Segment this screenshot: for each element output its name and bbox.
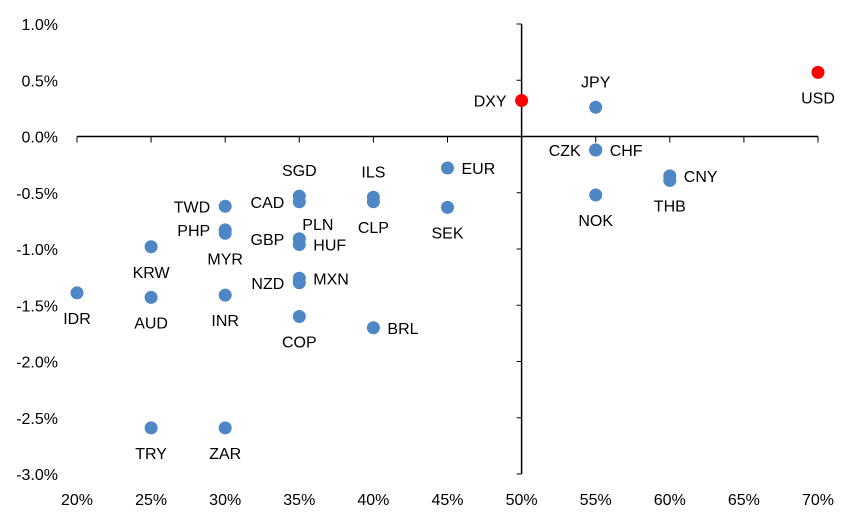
x-tick-label: 20%: [61, 492, 93, 509]
point-label-jpy: JPY: [581, 74, 611, 91]
point-label-sek: SEK: [431, 225, 463, 242]
point-label-nzd: NZD: [251, 276, 284, 293]
y-axis-tick-labels: 1.0% 0.5% 0.0% -0.5% -1.0% -1.5% -2.0% -2.5% -3.…: [16, 17, 58, 484]
point-label-cny: CNY: [684, 169, 718, 186]
y-tick-label: -1.0%: [16, 242, 58, 259]
data-point-krw: [144, 240, 158, 254]
point-label-idr: IDR: [63, 311, 91, 328]
x-axis-tick-labels: 20% 25% 30% 35% 40% 45% 50% 55% 60% 65% 70%: [61, 492, 834, 509]
point-label-brl: BRL: [387, 321, 418, 338]
point-label-ils: ILS: [361, 164, 385, 181]
point-label-krw: KRW: [133, 265, 171, 282]
point-label-aud: AUD: [134, 315, 168, 332]
point-labels: JPY DXY USD CZK CHF CNY THB NOK EUR SEK ILS CLP SGD C…: [63, 74, 835, 463]
x-tick-label: 70%: [802, 492, 834, 509]
point-label-huf: HUF: [313, 238, 346, 255]
point-label-cad: CAD: [251, 195, 285, 212]
x-tick-label: 50%: [506, 492, 538, 509]
y-tick-label: 0.5%: [22, 73, 58, 90]
point-label-eur: EUR: [462, 161, 496, 178]
data-point-myr: [218, 226, 232, 240]
data-point-idr: [70, 286, 84, 300]
y-tick-label: -2.5%: [16, 411, 58, 428]
point-label-nok: NOK: [578, 213, 613, 230]
y-tick-label: -2.0%: [16, 355, 58, 372]
point-label-czk: CZK: [549, 143, 581, 160]
data-point-eur: [441, 161, 454, 175]
data-point-inr: [218, 288, 232, 302]
data-point-jpy: [589, 100, 603, 114]
point-label-myr: MYR: [207, 251, 243, 268]
point-label-try: TRY: [135, 446, 167, 463]
data-point-sek: [441, 200, 454, 214]
data-point-chf: [589, 143, 603, 157]
point-label-sgd: SGD: [282, 163, 317, 180]
data-point-aud: [144, 290, 158, 304]
y-tick-label: 1.0%: [22, 17, 58, 34]
y-tick-label: -1.5%: [16, 298, 58, 315]
point-label-chf: CHF: [610, 143, 643, 160]
data-points: [70, 65, 825, 435]
x-tick-label: 55%: [580, 492, 612, 509]
point-label-inr: INR: [211, 313, 239, 330]
point-label-usd: USD: [801, 90, 835, 107]
point-label-pln: PLN: [302, 217, 333, 234]
data-point-usd: [811, 65, 825, 79]
data-point-try: [144, 421, 158, 435]
y-tick-label: -3.0%: [16, 467, 58, 484]
data-point-cop: [292, 310, 306, 323]
x-tick-label: 60%: [654, 492, 686, 509]
point-label-zar: ZAR: [209, 446, 241, 463]
point-label-thb: THB: [654, 198, 686, 215]
point-label-mxn: MXN: [313, 271, 349, 288]
point-label-cop: COP: [282, 335, 317, 352]
x-tick-label: 35%: [283, 492, 315, 509]
data-point-dxy: [515, 94, 529, 107]
data-point-clp: [366, 195, 380, 209]
x-tick-label: 30%: [209, 492, 241, 509]
data-point-cad: [292, 195, 306, 209]
data-point-huf: [292, 238, 306, 251]
data-point-brl: [366, 321, 380, 335]
x-tick-label: 45%: [431, 492, 463, 509]
data-point-thb: [663, 173, 677, 187]
point-label-php: PHP: [177, 223, 210, 240]
point-label-twd: TWD: [174, 199, 210, 216]
y-tick-label: -0.5%: [16, 186, 58, 203]
point-label-clp: CLP: [358, 220, 389, 237]
data-point-twd: [218, 199, 232, 213]
point-label-gbp: GBP: [251, 232, 285, 249]
x-tick-label: 65%: [728, 492, 760, 509]
x-tick-label: 40%: [357, 492, 389, 509]
data-point-nzd: [292, 276, 306, 290]
x-tick-label: 25%: [135, 492, 167, 509]
point-label-dxy: DXY: [474, 94, 507, 111]
data-point-nok: [589, 188, 603, 202]
y-tick-label: 0.0%: [22, 130, 58, 147]
axes: [76, 23, 819, 475]
data-point-zar: [218, 421, 232, 435]
